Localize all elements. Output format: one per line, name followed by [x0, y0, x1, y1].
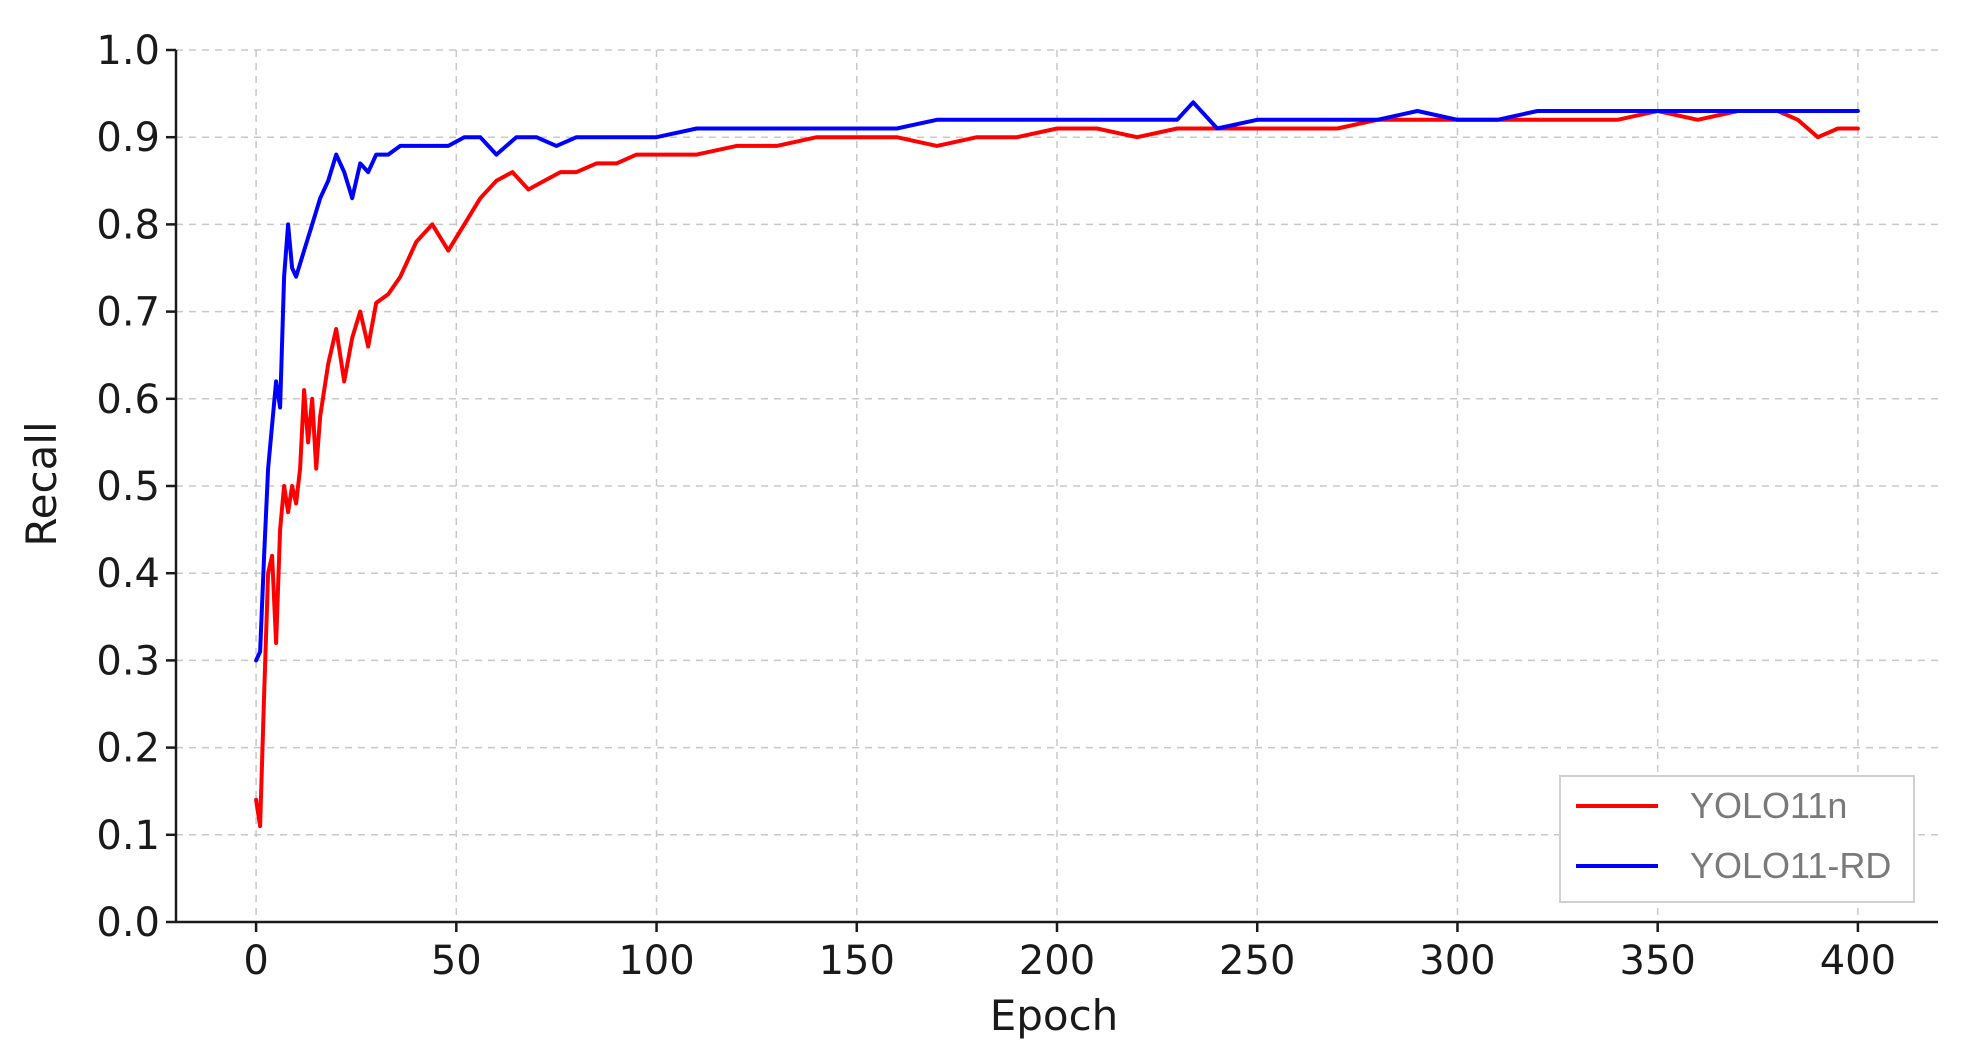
x-tick-label: 100 [618, 938, 694, 984]
y-tick-label: 1.0 [96, 28, 160, 74]
legend-label-yolo11n: YOLO11n [1690, 785, 1847, 826]
grid-lines [176, 49, 1938, 923]
series-lines [254, 100, 1860, 829]
y-tick-label: 0.7 [96, 290, 160, 336]
y-tick-label: 0.0 [96, 900, 160, 946]
x-tick-label: 250 [1219, 938, 1295, 984]
x-tick-label: 0 [243, 938, 268, 984]
x-tick-label: 200 [1019, 938, 1095, 984]
legend-box [1559, 775, 1915, 903]
tick-labels: 0 50 100 150 200 250 300 350 400 0.0 0.1 0.2 0.3 0.4 0… [96, 28, 1896, 984]
y-tick-label: 0.8 [96, 202, 160, 248]
y-axis-title: Recall [17, 421, 66, 546]
y-tick-label: 0.3 [96, 638, 160, 684]
x-axis-title: Epoch [990, 991, 1119, 1040]
y-tick-label: 0.2 [96, 726, 160, 772]
y-tick-label: 0.9 [96, 115, 160, 161]
y-tick-label: 0.1 [96, 813, 160, 859]
y-tick-label: 0.6 [96, 377, 160, 423]
x-tick-label: 300 [1419, 938, 1495, 984]
legend: YOLO11n YOLO11-RD [1559, 775, 1915, 903]
x-tick-label: 350 [1620, 938, 1696, 984]
x-tick-label: 50 [431, 938, 482, 984]
y-tick-label: 0.5 [96, 464, 160, 510]
series-line-yolo11-rd [254, 100, 1860, 663]
y-tick-label: 0.4 [96, 551, 160, 597]
x-tick-label: 150 [819, 938, 895, 984]
legend-label-yolo11-rd: YOLO11-RD [1690, 845, 1891, 886]
axes [166, 48, 1938, 932]
x-tick-label: 400 [1820, 938, 1896, 984]
